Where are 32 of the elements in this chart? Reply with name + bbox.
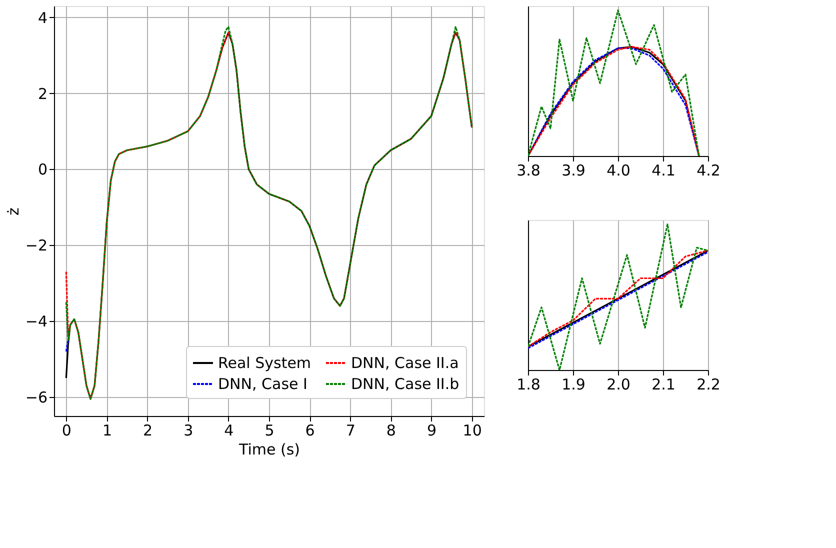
x-tick-label: 9 bbox=[426, 422, 437, 440]
legend-label: DNN, Case I bbox=[218, 375, 308, 393]
x-tick-label: 1.8 bbox=[516, 376, 540, 394]
y-tick-label: 2 bbox=[38, 84, 48, 103]
x-tick-label: 3.9 bbox=[562, 162, 586, 180]
x-tick-label: 4 bbox=[224, 422, 234, 440]
y-axis-title: ż bbox=[4, 207, 22, 216]
x-tick-label: 2.0 bbox=[606, 376, 630, 394]
x-tick-label: 8 bbox=[386, 422, 396, 440]
x-tick-label: 7 bbox=[346, 422, 356, 440]
x-tick-label: 2.1 bbox=[652, 376, 676, 394]
x-tick-label: 1 bbox=[102, 422, 112, 440]
legend-label: DNN, Case II.a bbox=[351, 354, 459, 372]
x-axis-title: Time (s) bbox=[238, 440, 300, 458]
x-tick-label: 6 bbox=[305, 422, 315, 440]
y-tick-label: 4 bbox=[38, 8, 48, 27]
x-tick-label: 4.0 bbox=[606, 162, 630, 180]
x-tick-label: 2.2 bbox=[696, 376, 720, 394]
x-tick-label: 10 bbox=[462, 422, 482, 440]
x-tick-label: 2 bbox=[143, 422, 153, 440]
x-tick-label: 3.8 bbox=[516, 162, 540, 180]
y-tick-label: −6 bbox=[25, 388, 48, 407]
x-tick-label: 4.2 bbox=[696, 162, 720, 180]
x-tick-label: 3 bbox=[184, 422, 194, 440]
legend-label: DNN, Case II.b bbox=[351, 375, 460, 393]
legend-label: Real System bbox=[218, 354, 312, 372]
y-tick-label: −4 bbox=[25, 312, 48, 331]
x-tick-label: 1.9 bbox=[562, 376, 586, 394]
y-tick-label: −2 bbox=[25, 236, 48, 255]
x-tick-label: 0 bbox=[62, 422, 72, 440]
x-tick-label: 5 bbox=[264, 422, 274, 440]
x-tick-label: 4.1 bbox=[652, 162, 676, 180]
